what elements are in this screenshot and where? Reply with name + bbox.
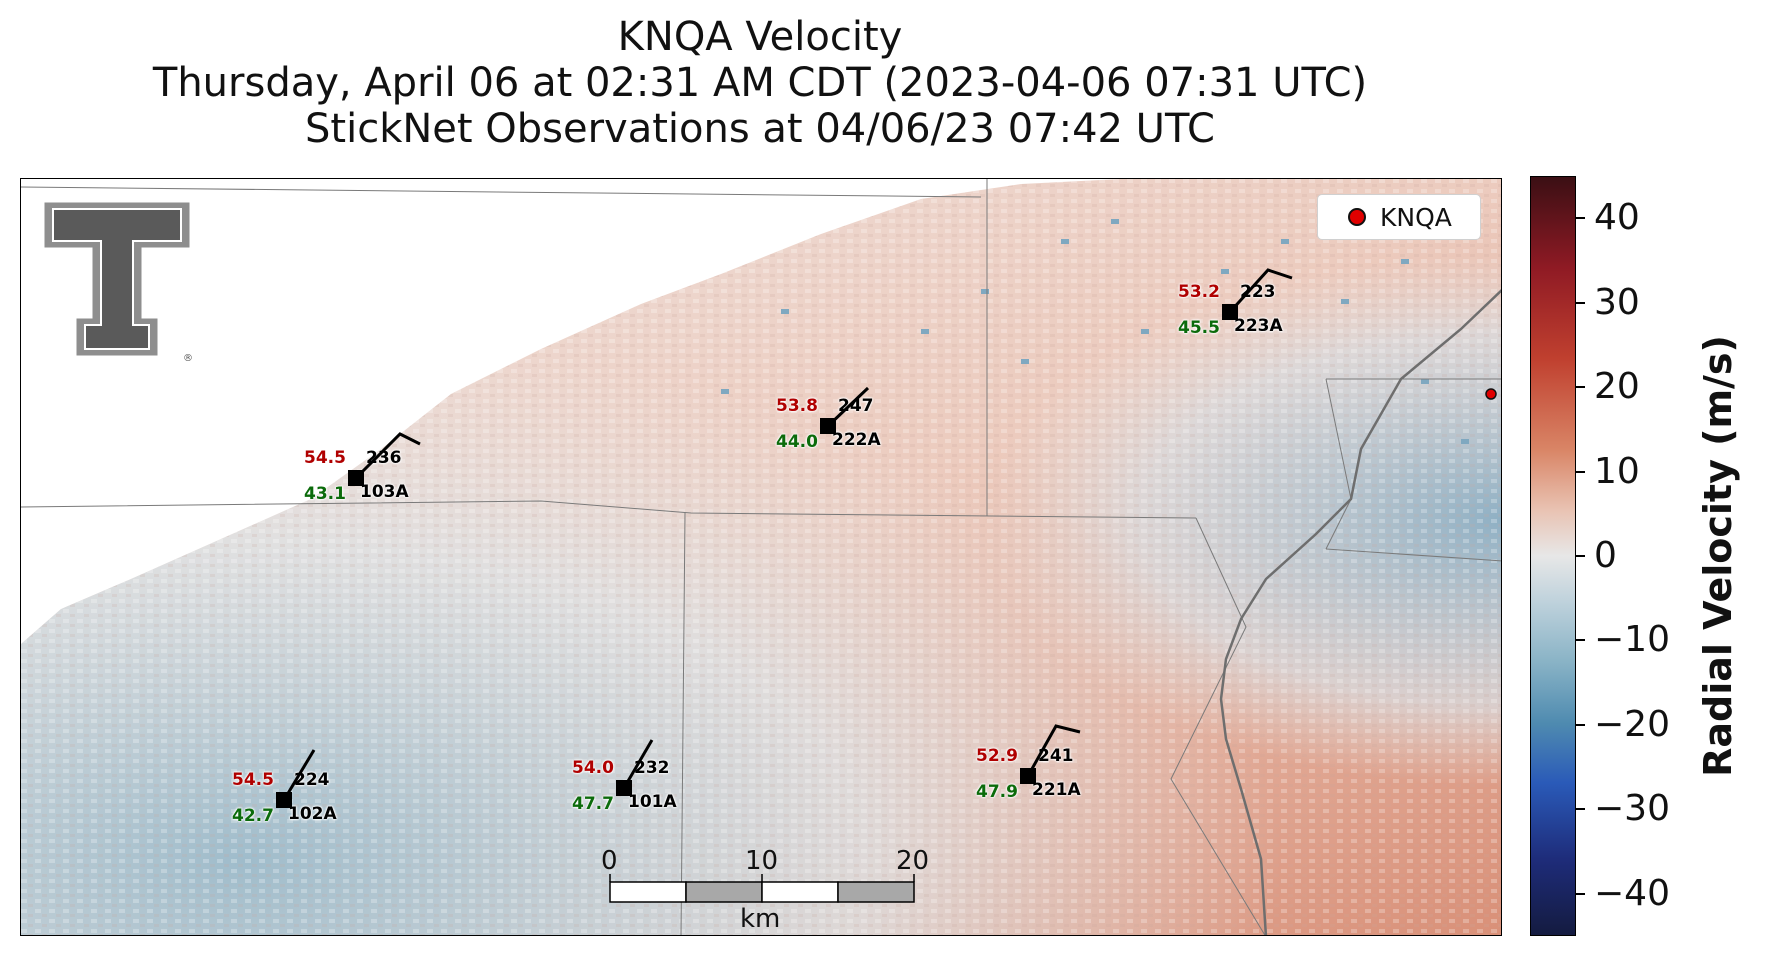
map-legend: KNQA <box>1317 194 1481 240</box>
colorbar-tick-label: 20 <box>1594 366 1640 408</box>
radar-site-marker <box>1485 388 1497 400</box>
station-dewpoint: 42.7 <box>232 806 274 826</box>
title-line-3: StickNet Observations at 04/06/23 07:42 … <box>305 106 1215 152</box>
station-temperature: 54.5 <box>304 448 346 468</box>
scattered-echoes <box>721 219 1469 444</box>
station-dewpoint: 47.9 <box>976 782 1018 802</box>
figure-title: KNQA Velocity Thursday, April 06 at 02:3… <box>0 14 1520 152</box>
station-wind-direction: 247 <box>838 396 874 416</box>
colorbar-tick-label: −30 <box>1594 788 1670 830</box>
svg-text:®: ® <box>183 353 193 364</box>
station-dewpoint: 45.5 <box>1178 318 1220 338</box>
colorbar-tick-label: 40 <box>1594 197 1640 239</box>
colorbar-tick-label: 0 <box>1594 535 1617 576</box>
station-dewpoint: 47.7 <box>572 794 614 814</box>
radar-field <box>21 179 1501 935</box>
colorbar-ticks: 40 30 20 10 0 −10 −20 −30 −40 <box>1576 0 1706 954</box>
title-line-1: KNQA Velocity <box>617 14 903 60</box>
scale-unit: km <box>740 904 781 934</box>
colorbar <box>1530 176 1576 936</box>
wind-barb <box>354 432 421 480</box>
station-id: 102A <box>288 804 337 824</box>
station-wind-direction: 241 <box>1038 746 1074 766</box>
scale-tick-20: 20 <box>896 846 930 876</box>
wind-barb <box>1026 724 1081 777</box>
station-wind-direction: 223 <box>1240 282 1276 302</box>
station-temperature: 52.9 <box>976 746 1018 766</box>
river-line <box>1219 289 1501 935</box>
station-temperature: 53.2 <box>1178 282 1220 302</box>
colorbar-tick-label: −20 <box>1594 703 1670 745</box>
station-wind-direction: 232 <box>634 758 670 778</box>
station-temperature: 53.8 <box>776 396 818 416</box>
station-temperature: 54.0 <box>572 758 614 778</box>
colorbar-tick-label: −40 <box>1594 872 1670 914</box>
scale-tick-0: 0 <box>601 846 618 876</box>
texas-tech-double-t-logo: ® <box>41 199 193 364</box>
colorbar-tick-label: 10 <box>1594 450 1640 492</box>
wind-barb <box>622 739 654 789</box>
wind-barb <box>1228 268 1293 314</box>
county-lines <box>21 179 1501 935</box>
station-dewpoint: 44.0 <box>776 432 818 452</box>
wind-barb <box>282 749 316 801</box>
radar-marker-icon <box>1348 208 1366 226</box>
station-id: 103A <box>360 482 409 502</box>
scale-tick-10: 10 <box>745 846 779 876</box>
station-id: 221A <box>1032 780 1081 800</box>
station-id: 222A <box>832 430 881 450</box>
station-id: 223A <box>1234 316 1283 336</box>
station-dewpoint: 43.1 <box>304 484 346 504</box>
station-wind-direction: 224 <box>294 770 330 790</box>
station-temperature: 54.5 <box>232 770 274 790</box>
legend-label: KNQA <box>1380 202 1452 232</box>
radar-map[interactable]: ® <box>20 178 1502 936</box>
colorbar-tick-label: 30 <box>1594 281 1640 323</box>
colorbar-tick-label: −10 <box>1594 619 1670 661</box>
wind-barb <box>826 386 870 428</box>
colorbar-label: Radial Velocity (m/s) <box>1696 335 1740 777</box>
title-line-2: Thursday, April 06 at 02:31 AM CDT (2023… <box>152 60 1368 106</box>
station-id: 101A <box>628 792 677 812</box>
station-wind-direction: 236 <box>366 448 402 468</box>
